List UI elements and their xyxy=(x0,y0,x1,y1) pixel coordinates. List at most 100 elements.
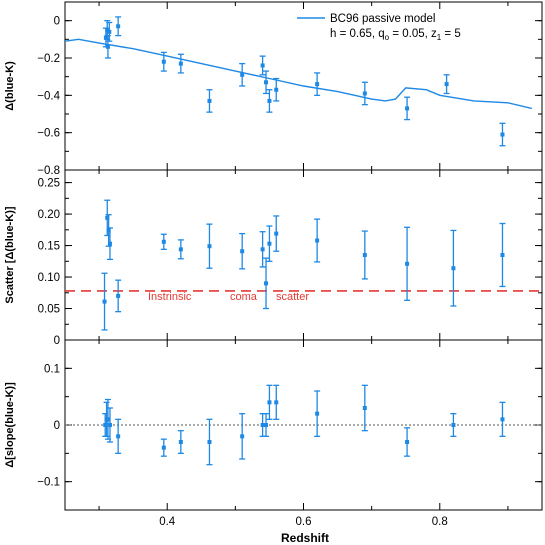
point-marker xyxy=(105,417,110,422)
x-tick-label: 0.8 xyxy=(432,516,448,528)
data-point xyxy=(239,62,246,87)
point-marker xyxy=(106,228,111,233)
point-marker xyxy=(274,87,279,92)
data-point xyxy=(314,390,321,437)
y-tick-label: 0.15 xyxy=(38,241,60,253)
point-marker xyxy=(260,423,265,427)
point-marker xyxy=(178,440,183,444)
data-point xyxy=(499,122,506,147)
data-point xyxy=(106,21,113,42)
point-marker xyxy=(240,72,245,77)
y-tick-label: 0 xyxy=(54,420,60,432)
data-point xyxy=(239,232,246,270)
point-marker xyxy=(178,247,183,252)
point-marker xyxy=(116,293,121,298)
annotation-word-2: coma xyxy=(230,291,258,303)
point-marker xyxy=(102,299,107,304)
data-point xyxy=(259,55,266,76)
point-marker xyxy=(116,434,121,439)
panel-bottom: 0.1 0 −0.1 0.4 0.6 0.8 Δ[slope(blue-K)] xyxy=(4,339,543,528)
point-marker xyxy=(240,249,245,254)
panel-top: 0 −0.2 −0.4 −0.6 −0.8 Δ(blue-K) xyxy=(4,1,543,177)
point-marker xyxy=(315,238,320,243)
point-marker xyxy=(500,132,505,137)
y-tick-label: −0.4 xyxy=(37,90,60,102)
data-point xyxy=(273,215,280,252)
data-point xyxy=(266,225,273,262)
x-tick-label: 0.6 xyxy=(296,516,312,528)
legend-label-model: BC96 passive model xyxy=(330,13,435,25)
data-point xyxy=(404,96,411,121)
point-marker xyxy=(451,266,456,271)
point-marker xyxy=(267,98,272,103)
y-tick-label: 0 xyxy=(54,16,60,28)
data-point xyxy=(404,427,411,457)
annotation-word-3: scatter xyxy=(276,291,309,303)
point-marker xyxy=(264,281,269,286)
panel-middle: 0 0.05 0.10 0.15 0.20 0.25 Scatter [Δ(blue-K)] xyxy=(4,169,543,347)
y-tick-label: −0.1 xyxy=(37,477,60,489)
x-tick-label: 0.4 xyxy=(159,516,176,528)
data-point xyxy=(104,398,111,440)
y-tick-label: 0.05 xyxy=(38,304,60,316)
point-marker xyxy=(260,247,265,252)
point-marker xyxy=(178,61,183,66)
data-point xyxy=(160,233,167,250)
data-point xyxy=(361,81,368,106)
data-point xyxy=(115,279,122,313)
data-point xyxy=(206,418,213,466)
data-point xyxy=(499,222,506,288)
point-marker xyxy=(161,445,166,450)
point-marker xyxy=(161,59,166,64)
y-axis-label: Scatter [Δ(blue-K)] xyxy=(4,206,16,303)
point-marker xyxy=(240,434,245,439)
data-point xyxy=(443,74,450,95)
annotation-intrinsic-scatter: Instrinsic coma scatter xyxy=(148,291,309,303)
data-point xyxy=(450,229,457,307)
point-marker xyxy=(451,423,456,427)
data-point xyxy=(206,89,213,113)
y-tick-label: 0.10 xyxy=(38,272,60,284)
data-point xyxy=(239,413,246,460)
point-marker xyxy=(260,63,265,68)
data-point xyxy=(160,438,167,457)
point-marker xyxy=(207,440,212,444)
data-point xyxy=(361,230,368,280)
data-point xyxy=(115,16,122,37)
model-line xyxy=(64,38,532,110)
point-marker xyxy=(207,244,212,249)
point-marker xyxy=(315,82,320,87)
data-point xyxy=(273,384,280,420)
point-marker xyxy=(103,35,108,40)
point-marker xyxy=(405,440,410,444)
point-marker xyxy=(500,417,505,422)
data-point xyxy=(266,384,273,420)
data-point xyxy=(206,223,213,269)
y-axis-label: Δ[slope(blue-K)] xyxy=(4,382,16,468)
point-marker xyxy=(500,253,505,257)
data-point xyxy=(263,413,270,437)
point-marker xyxy=(107,29,112,34)
point-marker xyxy=(267,400,272,405)
data-point xyxy=(361,384,368,432)
data-point xyxy=(101,272,108,331)
point-marker xyxy=(405,261,410,266)
point-marker xyxy=(107,241,112,246)
y-tick-label: 0.25 xyxy=(38,178,60,190)
data-point xyxy=(177,239,184,260)
data-point xyxy=(259,231,266,268)
point-marker xyxy=(105,215,110,220)
data-point xyxy=(177,430,184,454)
point-marker xyxy=(362,91,367,96)
data-point xyxy=(263,257,270,310)
panel-frame xyxy=(64,169,543,341)
point-marker xyxy=(105,44,110,49)
y-tick-label: 0.20 xyxy=(38,209,60,221)
point-marker xyxy=(207,98,212,103)
data-point xyxy=(314,72,321,96)
point-marker xyxy=(405,106,410,111)
point-marker xyxy=(116,24,121,29)
data-point xyxy=(314,218,321,263)
point-marker xyxy=(107,423,112,427)
data-point xyxy=(177,53,184,74)
